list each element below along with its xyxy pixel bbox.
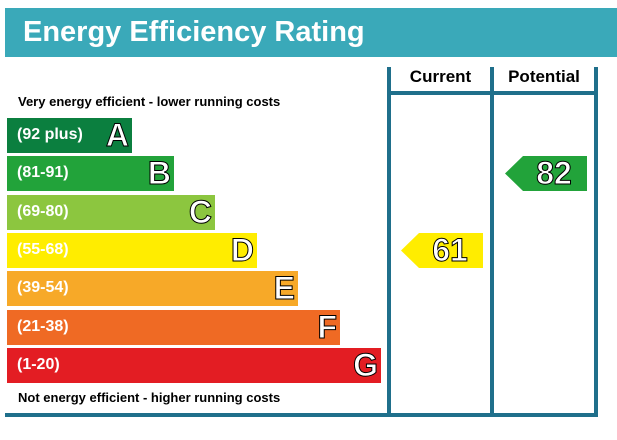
rating-band-e: (39-54) E	[7, 270, 298, 306]
band-range-label: (55-68)	[17, 241, 69, 258]
page-title: Energy Efficiency Rating	[23, 16, 365, 48]
rating-value: 82	[536, 155, 573, 191]
band-letter: B	[147, 155, 171, 191]
band-letter: D	[230, 232, 254, 268]
band-range-label: (92 plus)	[17, 126, 83, 143]
band-range-label: (69-80)	[17, 203, 69, 220]
band-letter: F	[317, 309, 338, 345]
current-column-header: Current	[409, 67, 472, 86]
band-range-label: (39-54)	[17, 279, 69, 296]
grid-line	[594, 67, 598, 417]
potential-column-header: Potential	[508, 67, 580, 86]
band-range-label: (1-20)	[17, 356, 60, 373]
arrow-polygon	[505, 156, 587, 191]
rating-band-g: (1-20) G	[7, 347, 381, 383]
band-letter: C	[188, 194, 212, 230]
rating-band-b: (81-91) B	[7, 155, 174, 191]
bottom-note: Not energy efficient - higher running co…	[18, 390, 281, 405]
rating-value: 61	[432, 232, 469, 268]
arrow-shape	[505, 156, 587, 191]
rating-band-d: (55-68) D	[7, 232, 257, 268]
grid-line	[5, 413, 598, 417]
rating-band-c: (69-80) C	[7, 194, 215, 230]
band-letter: G	[353, 347, 379, 383]
rating-band-f: (21-38) F	[7, 309, 340, 345]
grid-line	[387, 67, 391, 417]
potential-rating-arrow: 82	[505, 155, 587, 191]
grid-line	[490, 67, 494, 417]
band-range-label: (81-91)	[17, 164, 69, 181]
band-range-label: (21-38)	[17, 318, 69, 335]
current-rating-arrow: 61	[401, 232, 483, 268]
grid-line	[387, 91, 598, 95]
rating-band-a: (92 plus) A	[7, 117, 132, 153]
header-bar: Energy Efficiency Rating	[5, 8, 617, 57]
band-letter: E	[273, 270, 295, 306]
arrow-polygon	[401, 233, 483, 268]
band-letter: A	[105, 117, 129, 153]
top-note: Very energy efficient - lower running co…	[18, 94, 281, 109]
arrow-shape	[401, 233, 483, 268]
